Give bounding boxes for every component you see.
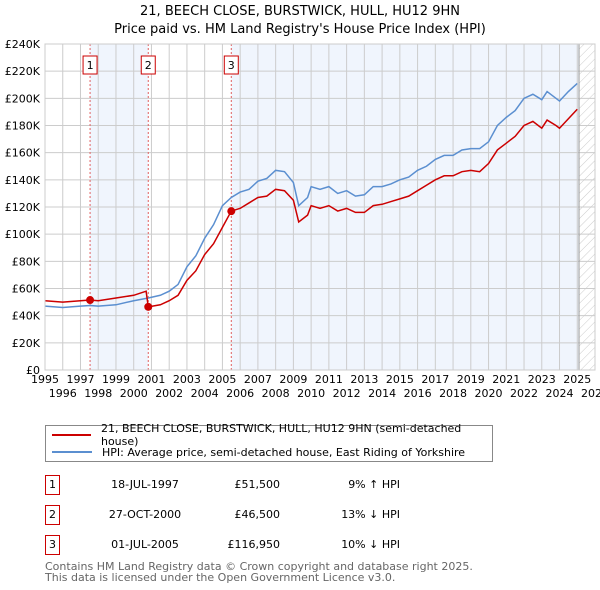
x-tick-label: 1996 — [49, 387, 77, 400]
x-tick-label: 2023 — [528, 373, 556, 386]
sale-date: 01-JUL-2005 — [111, 538, 179, 551]
x-tick-label: 2000 — [120, 387, 148, 400]
legend-item-hpi: HPI: Average price, semi-detached house,… — [52, 444, 465, 460]
sale-hpi-diff: 9% ↑ HPI — [348, 478, 400, 491]
legend-label: HPI: Average price, semi-detached house,… — [102, 445, 466, 459]
x-tick-label: 2019 — [457, 373, 485, 386]
sale-marker-label: 2 — [45, 505, 60, 525]
x-tick-label: 2018 — [439, 387, 467, 400]
legend-item-property: 21, BEECH CLOSE, BURSTWICK, HULL, HU12 9… — [52, 422, 492, 448]
x-tick-label: 1995 — [31, 373, 59, 386]
sale-marker-box — [140, 55, 156, 75]
x-tick-label: 2006 — [226, 387, 254, 400]
sale-point — [86, 296, 95, 305]
legend: 21, BEECH CLOSE, BURSTWICK, HULL, HU12 9… — [45, 422, 493, 462]
sale-marker-label: 1 — [45, 475, 60, 495]
sale-marker-number: 2 — [145, 59, 152, 72]
x-tick-label: 2013 — [350, 373, 378, 386]
x-tick-label: 2024 — [546, 387, 574, 400]
y-tick-label: £20K — [12, 337, 41, 350]
price-paid-line — [44, 108, 578, 308]
y-tick-label: £200K — [5, 92, 41, 105]
y-tick-label: £80K — [12, 255, 41, 268]
y-tick-label: £40K — [12, 310, 41, 323]
sale-hpi-diff: 10% ↓ HPI — [341, 538, 400, 551]
sale-hpi-diff: 13% ↓ HPI — [341, 508, 400, 521]
legend-label: 21, BEECH CLOSE, BURSTWICK, HULL, HU12 9… — [100, 422, 462, 448]
legend-swatch-red — [52, 434, 91, 436]
x-tick-label: 2012 — [333, 387, 361, 400]
x-tick-label: 2021 — [492, 373, 520, 386]
x-tick-label: 2007 — [244, 373, 272, 386]
table-row: 2 27-OCT-2000 £46,500 13% ↓ HPI — [45, 505, 505, 525]
footer-licence: This data is licensed under the Open Gov… — [45, 571, 396, 584]
x-tick-label: 2002 — [155, 387, 183, 400]
y-tick-label: £60K — [12, 283, 41, 296]
x-tick-label: 2016 — [404, 387, 432, 400]
sale-date: 18-JUL-1997 — [111, 478, 179, 491]
y-tick-label: £140K — [5, 174, 41, 187]
x-tick-label: 2026 — [581, 387, 600, 400]
sale-point — [144, 302, 153, 311]
table-row: 3 01-JUL-2005 £116,950 10% ↓ HPI — [45, 535, 505, 555]
x-tick-label: 2005 — [208, 373, 236, 386]
x-tick-label: 2010 — [297, 387, 325, 400]
x-tick-label: 2015 — [386, 373, 414, 386]
y-tick-label: £120K — [5, 201, 41, 214]
sale-date: 27-OCT-2000 — [108, 508, 182, 521]
x-tick-label: 1999 — [102, 373, 130, 386]
table-row: 1 18-JUL-1997 £51,500 9% ↑ HPI — [45, 475, 505, 495]
y-tick-label: £180K — [5, 120, 41, 133]
sale-price: £46,500 — [234, 508, 281, 521]
y-tick-label: £240K — [5, 38, 41, 51]
chart-plot: 1995199619971998199920002001200220032004… — [5, 38, 600, 400]
sale-point — [227, 207, 236, 216]
x-tick-label: 2001 — [137, 373, 165, 386]
x-tick-label: 2011 — [315, 373, 343, 386]
sale-marker-box — [82, 55, 98, 75]
x-tick-label: 2009 — [279, 373, 307, 386]
chart-title: 21, BEECH CLOSE, BURSTWICK, HULL, HU12 9… — [140, 4, 460, 19]
y-tick-label: £220K — [5, 65, 41, 78]
sale-marker-box — [223, 55, 239, 75]
sale-price: £51,500 — [234, 478, 281, 491]
y-tick-label: £160K — [5, 147, 41, 160]
sale-price: £116,950 — [227, 538, 281, 551]
x-tick-label: 1998 — [84, 387, 112, 400]
footer-copyright: Contains HM Land Registry data © Crown c… — [45, 560, 473, 573]
sale-marker-number: 3 — [228, 59, 235, 72]
y-tick-label: £100K — [5, 228, 41, 241]
x-tick-label: 2017 — [421, 373, 449, 386]
x-tick-label: 2014 — [368, 387, 396, 400]
y-tick-label: £0 — [26, 364, 40, 377]
hpi-line — [44, 82, 578, 309]
chart-subtitle: Price paid vs. HM Land Registry's House … — [114, 22, 486, 37]
plot-border — [44, 43, 596, 371]
legend-swatch-blue — [52, 451, 92, 453]
x-tick-label: 2020 — [475, 387, 503, 400]
x-tick-label: 2003 — [173, 373, 201, 386]
x-tick-label: 2022 — [510, 387, 538, 400]
x-tick-label: 1997 — [66, 373, 94, 386]
x-tick-label: 2025 — [563, 373, 591, 386]
sale-marker-label: 3 — [45, 535, 60, 555]
x-tick-label: 2004 — [191, 387, 219, 400]
sale-marker-number: 1 — [87, 59, 94, 72]
x-tick-label: 2008 — [262, 387, 290, 400]
